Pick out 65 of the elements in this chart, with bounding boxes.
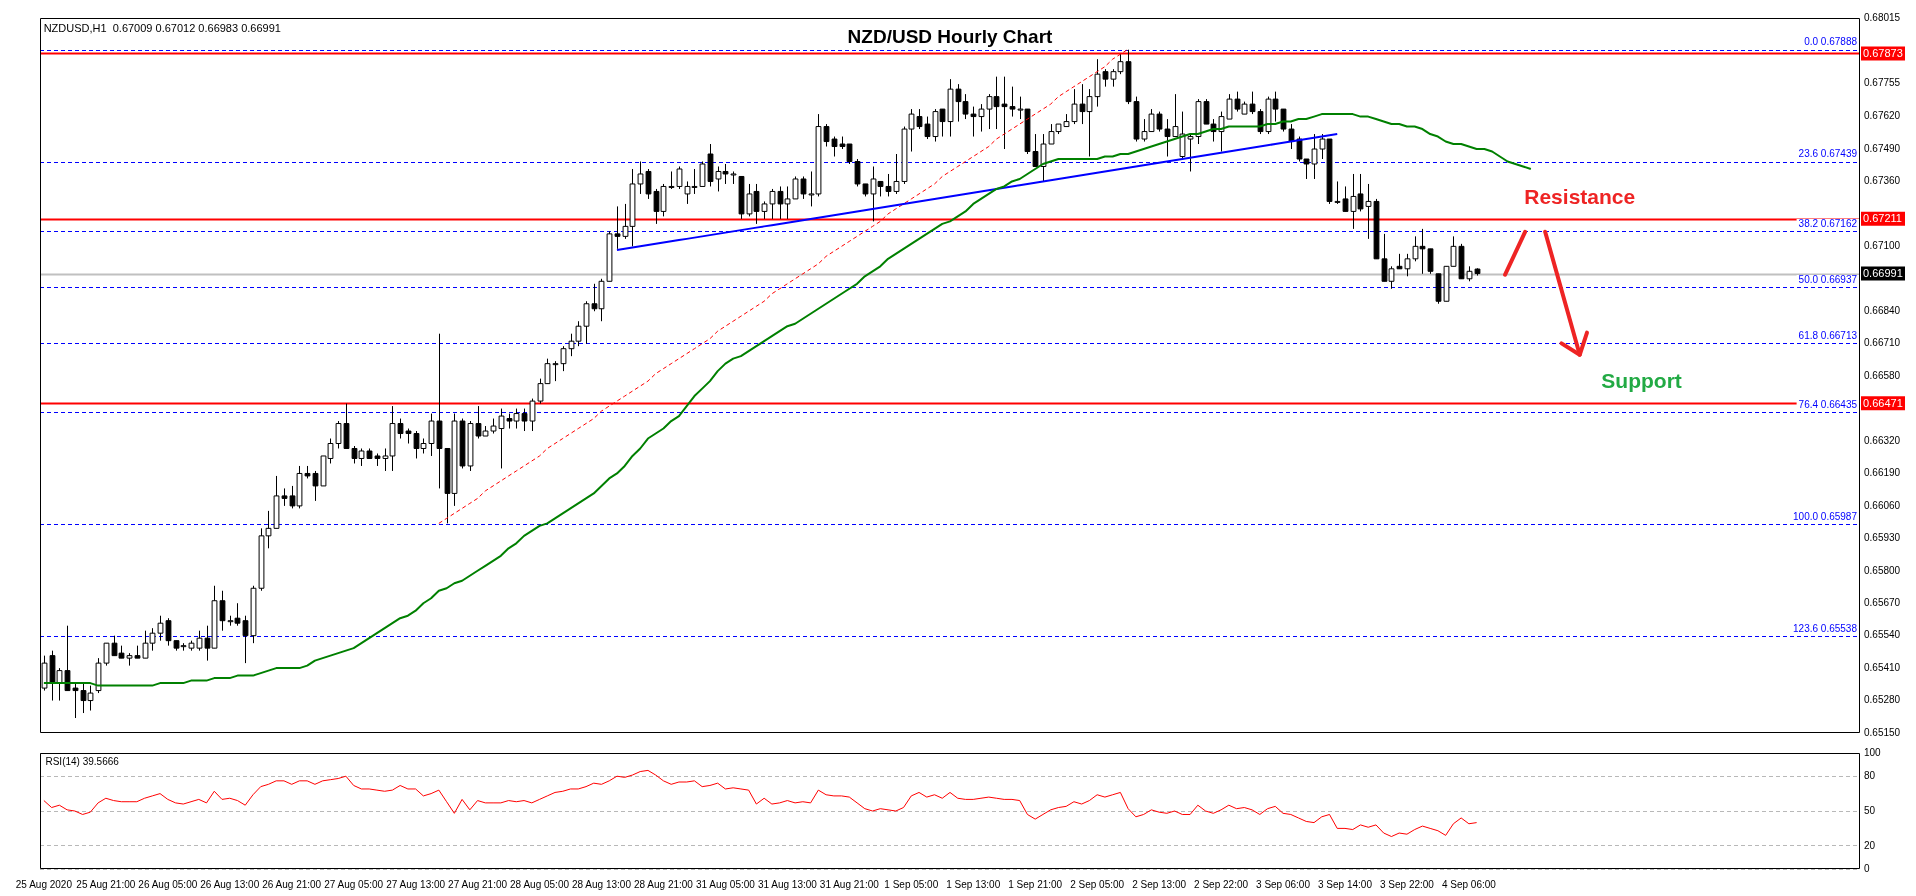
x-tick-label: 2 Sep 13:00 (1132, 878, 1187, 890)
x-tick-label: 28 Aug 05:00 (510, 878, 570, 890)
y-tick-label: 0.66190 (1864, 467, 1901, 479)
x-tick-label: 27 Aug 13:00 (386, 878, 446, 890)
y-tick-label: 0.66840 (1864, 304, 1901, 316)
y-tick-label: 0.68015 (1864, 11, 1901, 23)
x-tick-label: 27 Aug 21:00 (448, 878, 508, 890)
ref-line-label: 38.2 0.67162 (1798, 217, 1858, 229)
ref-line-label: 23.6 0.67439 (1798, 148, 1858, 160)
y-tick-label: 0.67755 (1864, 76, 1901, 88)
ref-line-label: 123.6 0.65538 (1793, 622, 1858, 634)
x-tick-label: 28 Aug 13:00 (572, 878, 632, 890)
chart-title: NZD/USD Hourly Chart (847, 25, 1054, 47)
x-tick-label: 31 Aug 21:00 (819, 878, 880, 890)
ref-line-label: 0.67873 (1863, 46, 1903, 59)
x-tick-label: 3 Sep 06:00 (1256, 878, 1311, 890)
ref-line-label: 0.66991 (1863, 267, 1903, 280)
x-tick-label: 31 Aug 05:00 (695, 878, 756, 890)
y-tick-label: 0 (1864, 862, 1870, 874)
y-tick-label: 0.65150 (1864, 726, 1901, 738)
y-tick-label: 0.65410 (1864, 661, 1901, 673)
y-tick-label: 0.66710 (1864, 337, 1901, 349)
y-tick-label: 0.65670 (1864, 596, 1901, 608)
x-tick-label: 25 Aug 21:00 (76, 878, 136, 890)
x-tick-label: 4 Sep 06:00 (1441, 878, 1497, 890)
y-tick-label: 0.65800 (1864, 564, 1901, 576)
y-tick-label: 0.67100 (1864, 240, 1901, 252)
annotation: NZDUSD,H1 0.67009 0.67012 0.66983 0.66991 (43, 22, 281, 35)
ref-line-label: 0.0 0.67888 (1804, 36, 1858, 48)
x-tick-label: 27 Aug 05:00 (324, 878, 384, 890)
annotation: Support (1601, 369, 1682, 393)
x-tick-label: 25 Aug 2020 (15, 878, 73, 890)
y-tick-label: 0.67360 (1864, 175, 1901, 187)
x-tick-label: 1 Sep 13:00 (946, 878, 1001, 890)
y-tick-label: 0.66580 (1864, 369, 1901, 381)
ref-line-label: 0.67211 (1863, 212, 1902, 225)
ref-line-label: 61.8 0.66713 (1798, 329, 1858, 341)
y-tick-label: 0.67620 (1864, 110, 1901, 122)
x-tick-label: 31 Aug 13:00 (757, 878, 818, 890)
annotation: Resistance (1524, 184, 1636, 208)
y-tick-label: 0.66060 (1864, 499, 1901, 511)
x-tick-label: 26 Aug 21:00 (262, 878, 322, 890)
y-tick-label: 20 (1864, 839, 1876, 851)
x-tick-label: 1 Sep 05:00 (884, 878, 939, 890)
x-tick-label: 26 Aug 05:00 (138, 878, 198, 890)
x-tick-label: 2 Sep 05:00 (1070, 878, 1125, 890)
ref-line-label: 50.0 0.66937 (1798, 273, 1858, 285)
y-tick-label: 80 (1864, 769, 1876, 781)
x-tick-label: 2 Sep 22:00 (1194, 878, 1249, 890)
x-tick-label: 28 Aug 21:00 (633, 878, 694, 890)
ref-line-label: 76.4 0.66435 (1798, 399, 1858, 411)
ref-line-label: 0.66471 (1863, 396, 1903, 409)
y-tick-label: 0.65930 (1864, 532, 1901, 544)
ref-line-label: 100.0 0.65987 (1793, 510, 1858, 522)
x-tick-label: 3 Sep 14:00 (1318, 878, 1373, 890)
y-tick-label: 0.67490 (1864, 142, 1901, 154)
x-tick-label: 3 Sep 22:00 (1379, 878, 1435, 890)
x-tick-label: 26 Aug 13:00 (200, 878, 260, 890)
y-tick-label: 0.65540 (1864, 629, 1901, 641)
y-tick-label: 100 (1864, 746, 1882, 758)
y-tick-label: 0.66320 (1864, 434, 1901, 446)
y-tick-label: 0.65280 (1864, 694, 1901, 706)
chart-title: RSI(14) 39.5666 (45, 755, 120, 767)
x-tick-label: 1 Sep 21:00 (1008, 878, 1063, 890)
y-tick-label: 50 (1864, 804, 1876, 816)
